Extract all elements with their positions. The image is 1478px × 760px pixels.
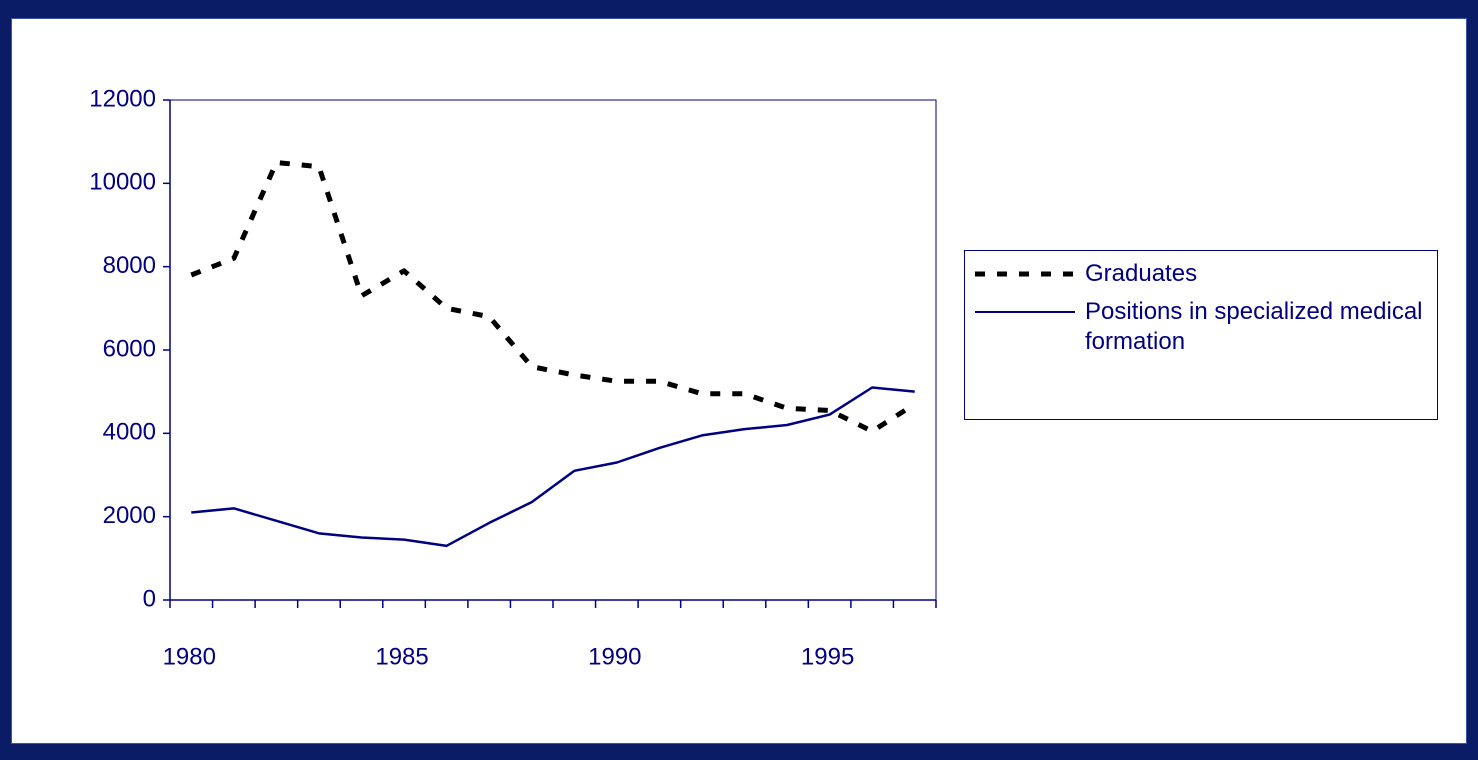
legend-label: Graduates [1085,260,1198,287]
series-line [190,160,917,434]
legend: Graduates Positions in specialized medica… [964,250,1438,420]
plot-area [169,99,937,601]
y-tick-label: 8000 [103,252,156,279]
x-tick-label: 1995 [801,643,854,670]
series-line [191,386,915,548]
x-tick-label: 1985 [375,643,428,670]
y-tick-label: 2000 [103,502,156,529]
y-tick-label: 12000 [89,85,156,112]
legend-key [975,271,1075,277]
legend-item: Graduates [975,259,1437,289]
y-tick-label: 10000 [89,169,156,196]
x-tick-label: 1990 [588,643,641,670]
legend-label: Positions in specialized medical formati… [1085,298,1423,355]
legend-key [975,311,1075,313]
y-tick-label: 0 [143,585,156,612]
x-tick-label: 1980 [163,643,216,670]
y-tick-label: 6000 [103,335,156,362]
y-tick-label: 4000 [103,419,156,446]
legend-item: Positions in specialized medical formati… [975,297,1437,357]
